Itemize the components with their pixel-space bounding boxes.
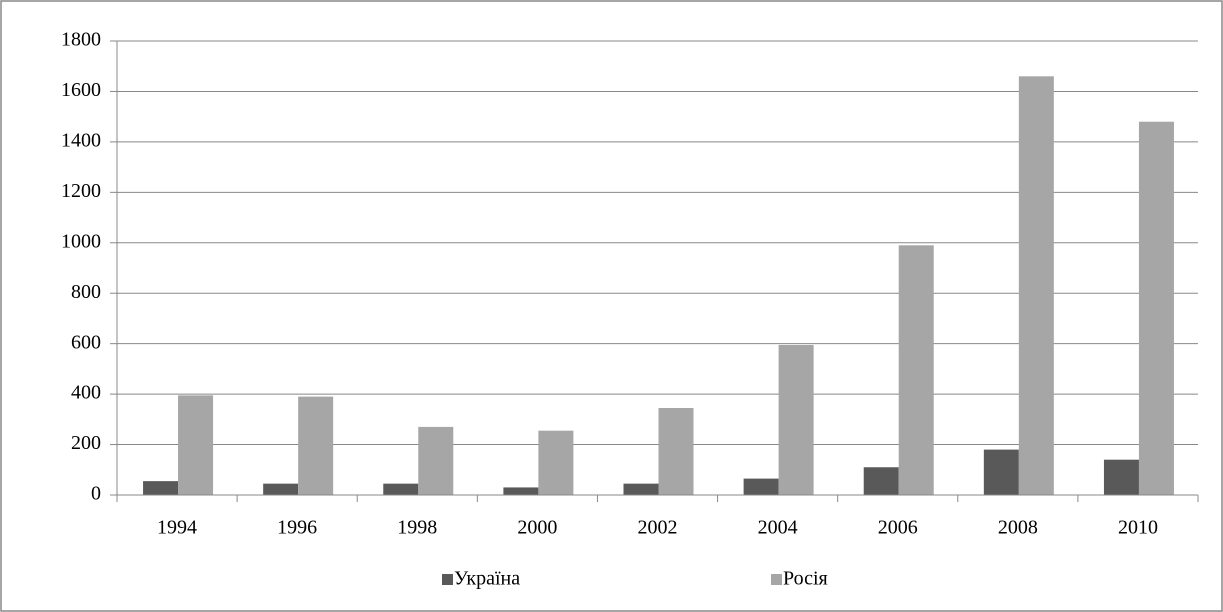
legend-swatch <box>442 574 453 585</box>
y-tick-label: 1000 <box>61 230 101 252</box>
y-tick-label: 200 <box>71 432 101 454</box>
x-tick-label: 2004 <box>758 517 798 539</box>
legend-swatch <box>771 574 782 585</box>
y-tick-label: 0 <box>91 483 101 505</box>
x-tick-label: 1996 <box>277 517 317 539</box>
bar <box>1018 76 1054 496</box>
bar <box>298 396 334 495</box>
y-tick-label: 1200 <box>61 180 101 202</box>
x-tick-label: 1998 <box>397 517 437 539</box>
bar <box>538 430 574 495</box>
x-tick-label: 2000 <box>517 517 557 539</box>
x-tick-label: 2002 <box>638 517 678 539</box>
legend-label: Росія <box>783 568 828 590</box>
y-tick-label: 600 <box>71 331 101 353</box>
y-tick-label: 1800 <box>61 29 101 51</box>
bar <box>743 478 779 495</box>
bar <box>1138 121 1174 495</box>
bar <box>418 426 454 495</box>
y-tick-label: 400 <box>71 382 101 404</box>
bar <box>143 481 179 495</box>
y-tick-label: 800 <box>71 281 101 303</box>
bar <box>658 407 694 495</box>
bar <box>898 245 934 495</box>
y-tick-label: 1600 <box>61 79 101 101</box>
y-tick-label: 1400 <box>61 129 101 151</box>
bar <box>383 483 419 495</box>
bar <box>863 467 899 495</box>
legend-label: Україна <box>454 568 520 590</box>
bar <box>263 483 299 495</box>
bar <box>778 344 814 495</box>
x-tick-label: 2008 <box>998 517 1038 539</box>
x-tick-label: 1994 <box>157 517 197 539</box>
bar <box>983 449 1019 495</box>
bar <box>178 395 214 495</box>
bar <box>503 487 539 495</box>
x-tick-label: 2010 <box>1118 517 1158 539</box>
bar <box>623 483 659 495</box>
bar <box>1103 459 1139 495</box>
x-tick-label: 2006 <box>878 517 918 539</box>
